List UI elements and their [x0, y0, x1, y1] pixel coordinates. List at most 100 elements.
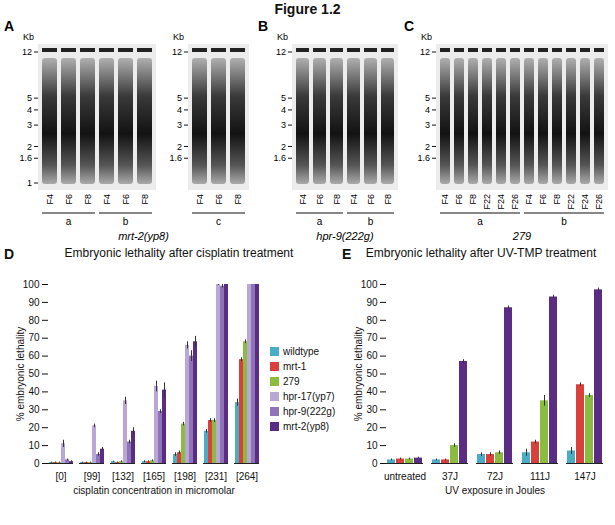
svg-text:F6: F6 — [315, 194, 325, 205]
svg-text:F8: F8 — [468, 194, 478, 205]
svg-text:3: 3 — [27, 120, 32, 130]
svg-text:147J: 147J — [574, 471, 596, 482]
svg-text:12: 12 — [276, 47, 286, 57]
svg-text:20: 20 — [28, 422, 40, 433]
svg-text:[264]: [264] — [236, 471, 258, 482]
svg-text:100: 100 — [361, 279, 378, 290]
svg-text:F22: F22 — [482, 194, 492, 210]
svg-text:40: 40 — [28, 386, 40, 397]
svg-text:a: a — [477, 216, 483, 227]
svg-text:Kb: Kb — [23, 32, 34, 42]
svg-text:50: 50 — [366, 368, 378, 379]
svg-text:1.6: 1.6 — [19, 153, 32, 163]
svg-text:2: 2 — [425, 142, 430, 152]
svg-text:F6: F6 — [214, 194, 224, 205]
svg-text:F8: F8 — [383, 194, 393, 205]
svg-text:F4: F4 — [349, 194, 359, 205]
svg-text:F4: F4 — [45, 194, 55, 205]
svg-text:3: 3 — [425, 120, 430, 130]
svg-text:80: 80 — [28, 315, 40, 326]
svg-text:4: 4 — [177, 105, 182, 115]
svg-text:70: 70 — [28, 332, 40, 343]
svg-text:[231]: [231] — [205, 471, 227, 482]
svg-text:12: 12 — [172, 47, 182, 57]
svg-text:F26: F26 — [510, 194, 520, 210]
svg-text:0: 0 — [372, 458, 378, 469]
svg-text:% embryonic lethality: % embryonic lethality — [15, 327, 26, 421]
svg-text:F4: F4 — [524, 194, 534, 205]
svg-text:A: A — [4, 18, 14, 34]
svg-text:F6: F6 — [64, 194, 74, 205]
svg-text:F6: F6 — [121, 194, 131, 205]
svg-text:30: 30 — [28, 404, 40, 415]
svg-text:F8: F8 — [83, 194, 93, 205]
svg-text:hpr-9(222g): hpr-9(222g) — [316, 230, 374, 242]
svg-text:4: 4 — [27, 105, 32, 115]
svg-text:untreated: untreated — [384, 471, 426, 482]
svg-text:F8: F8 — [140, 194, 150, 205]
svg-text:B: B — [258, 18, 268, 34]
svg-text:Kb: Kb — [173, 32, 184, 42]
svg-text:4: 4 — [281, 105, 286, 115]
svg-text:F4: F4 — [298, 194, 308, 205]
svg-text:F4: F4 — [440, 194, 450, 205]
svg-text:100: 100 — [23, 279, 40, 290]
svg-text:70: 70 — [366, 332, 378, 343]
svg-text:5: 5 — [425, 93, 430, 103]
svg-text:c: c — [216, 216, 221, 227]
svg-text:5: 5 — [27, 93, 32, 103]
svg-text:2: 2 — [27, 142, 32, 152]
svg-text:cisplatin concentration in mic: cisplatin concentration in micromolar — [73, 485, 235, 496]
svg-text:37J: 37J — [442, 471, 458, 482]
svg-text:90: 90 — [28, 297, 40, 308]
svg-text:80: 80 — [366, 315, 378, 326]
svg-text:a: a — [66, 216, 72, 227]
svg-text:F8: F8 — [552, 194, 562, 205]
svg-text:F4: F4 — [102, 194, 112, 205]
svg-text:5: 5 — [281, 93, 286, 103]
svg-text:F6: F6 — [538, 194, 548, 205]
svg-text:1: 1 — [27, 178, 32, 188]
svg-text:C: C — [404, 18, 414, 34]
svg-text:a: a — [317, 216, 323, 227]
svg-text:4: 4 — [425, 105, 430, 115]
svg-text:F22: F22 — [566, 194, 576, 210]
svg-text:F24: F24 — [496, 194, 506, 210]
svg-text:40: 40 — [366, 386, 378, 397]
svg-text:% embryonic lethality: % embryonic lethality — [353, 327, 364, 421]
svg-text:50: 50 — [28, 368, 40, 379]
svg-text:UV exposure in Joules: UV exposure in Joules — [445, 485, 545, 496]
svg-text:20: 20 — [366, 422, 378, 433]
svg-text:30: 30 — [366, 404, 378, 415]
svg-text:5: 5 — [177, 93, 182, 103]
svg-text:279: 279 — [512, 230, 531, 242]
svg-text:2: 2 — [177, 142, 182, 152]
svg-text:60: 60 — [366, 350, 378, 361]
svg-text:111J: 111J — [530, 471, 550, 482]
svg-text:12: 12 — [22, 47, 32, 57]
svg-text:3: 3 — [281, 120, 286, 130]
svg-text:b: b — [561, 216, 567, 227]
svg-text:12: 12 — [420, 47, 430, 57]
svg-text:F24: F24 — [580, 194, 590, 210]
svg-text:F6: F6 — [454, 194, 464, 205]
svg-text:60: 60 — [28, 350, 40, 361]
svg-text:3: 3 — [177, 120, 182, 130]
svg-text:b: b — [368, 216, 374, 227]
svg-text:90: 90 — [366, 297, 378, 308]
svg-text:Kb: Kb — [421, 32, 432, 42]
svg-text:F6: F6 — [366, 194, 376, 205]
svg-text:[198]: [198] — [174, 471, 196, 482]
svg-text:F26: F26 — [594, 194, 604, 210]
svg-text:0: 0 — [34, 458, 40, 469]
svg-text:10: 10 — [28, 440, 40, 451]
svg-text:F8: F8 — [332, 194, 342, 205]
svg-text:10: 10 — [366, 440, 378, 451]
svg-text:b: b — [123, 216, 129, 227]
svg-text:1.6: 1.6 — [169, 153, 182, 163]
svg-text:Kb: Kb — [277, 32, 288, 42]
svg-text:2: 2 — [281, 142, 286, 152]
svg-text:F4: F4 — [195, 194, 205, 205]
svg-text:[0]: [0] — [55, 471, 66, 482]
svg-text:mrt-2(yp8): mrt-2(yp8) — [118, 230, 169, 242]
